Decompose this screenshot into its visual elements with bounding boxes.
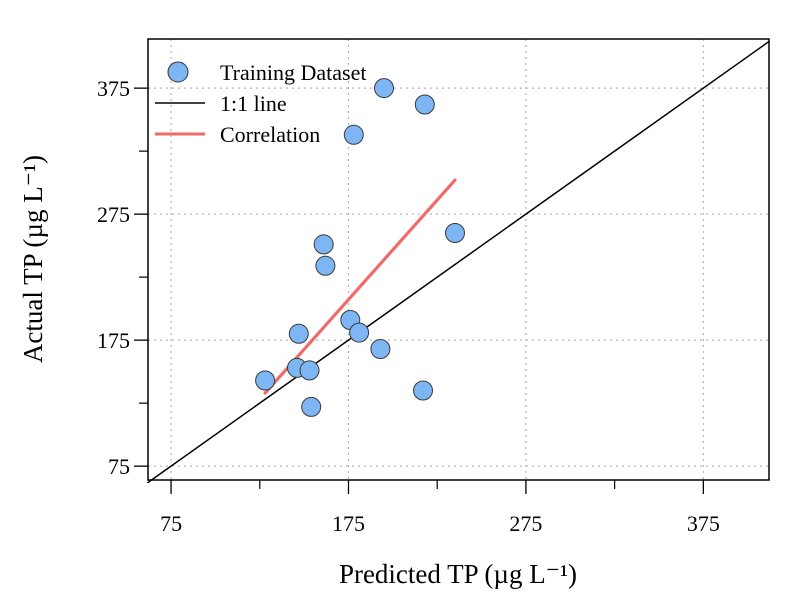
- x-tick-label: 375: [687, 511, 720, 536]
- plot-area-frame: [147, 38, 770, 481]
- x-tick-label: 75: [160, 511, 182, 536]
- legend: Training Dataset 1:1 line Correlation: [155, 60, 366, 147]
- y-axis-title: Actual TP (µg L⁻¹): [18, 155, 48, 363]
- data-point: [445, 223, 465, 243]
- x-axis-title: Predicted TP (µg L⁻¹): [339, 559, 577, 589]
- data-point: [343, 124, 364, 145]
- y-tick-label: 175: [97, 328, 130, 353]
- correlation-line: [263, 178, 457, 395]
- data-point: [374, 78, 394, 99]
- data-point: [370, 339, 391, 359]
- grid: [148, 39, 769, 480]
- data-point: [255, 370, 276, 391]
- data-point: [413, 380, 433, 401]
- axes: 75 175 275 375 75 175 275 375: [97, 76, 720, 536]
- legend-label-1-1-line: 1:1 line: [220, 91, 287, 116]
- data-point: [301, 396, 322, 417]
- x-tick-label: 175: [332, 511, 365, 536]
- x-tick-label: 275: [509, 511, 542, 536]
- legend-label-correlation: Correlation: [220, 122, 320, 147]
- data-points: [255, 78, 465, 417]
- one-to-one-line: [147, 40, 770, 484]
- data-point: [414, 94, 435, 115]
- legend-marker-training-dataset: [167, 61, 189, 83]
- legend-label-training-dataset: Training Dataset: [220, 60, 366, 85]
- y-tick-label: 275: [97, 202, 130, 227]
- reference-lines: [147, 40, 770, 484]
- y-tick-label: 75: [108, 454, 130, 479]
- data-point: [315, 255, 336, 276]
- data-point: [288, 323, 309, 344]
- y-tick-label: 375: [97, 76, 130, 101]
- data-point: [313, 234, 334, 255]
- data-point: [349, 322, 370, 343]
- data-point: [299, 360, 320, 381]
